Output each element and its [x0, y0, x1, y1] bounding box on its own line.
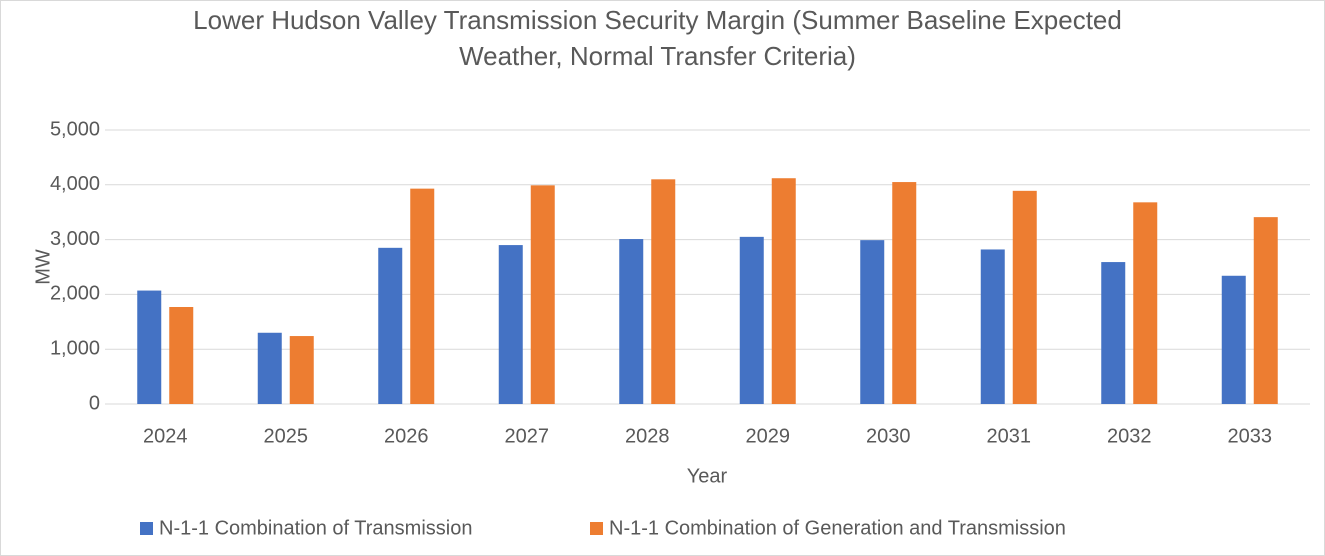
x-tick-label: 2031 — [987, 425, 1032, 447]
x-tick-label: 2030 — [866, 425, 911, 447]
bar — [771, 178, 796, 404]
x-tick-label: 2032 — [1107, 425, 1152, 447]
bar — [651, 179, 676, 404]
legend-label: N-1-1 Combination of Generation and Tran… — [609, 517, 1066, 539]
x-tick-label: 2027 — [505, 425, 550, 447]
y-tick-label: 0 — [89, 392, 100, 414]
bar — [498, 245, 523, 404]
legend-swatch — [590, 522, 603, 535]
bar — [289, 336, 314, 404]
y-tick-label: 2,000 — [50, 283, 100, 305]
bar — [378, 247, 403, 404]
x-tick-label: 2028 — [625, 425, 670, 447]
bar — [892, 182, 917, 404]
legend-swatch — [140, 522, 153, 535]
bar — [1133, 202, 1158, 404]
x-axis-label: Year — [687, 465, 728, 487]
bar — [739, 236, 764, 404]
bar — [410, 188, 435, 404]
x-tick-label: 2024 — [143, 425, 188, 447]
bar — [1221, 275, 1246, 404]
y-tick-label: 1,000 — [50, 337, 100, 359]
bar — [137, 290, 162, 404]
y-axis-label: MW — [32, 249, 54, 285]
bar — [1253, 217, 1278, 404]
x-tick-label: 2026 — [384, 425, 429, 447]
bar — [257, 332, 282, 404]
bar — [530, 185, 555, 404]
y-tick-label: 5,000 — [50, 118, 100, 140]
y-tick-label: 3,000 — [50, 228, 100, 250]
y-tick-label: 4,000 — [50, 173, 100, 195]
legend-label: N-1-1 Combination of Transmission — [159, 517, 472, 539]
x-tick-label: 2025 — [264, 425, 309, 447]
bar — [1101, 262, 1126, 404]
bar — [619, 239, 644, 404]
x-tick-label: 2029 — [746, 425, 791, 447]
bar — [169, 307, 194, 404]
chart-title: Lower Hudson Valley Transmission Securit… — [193, 5, 1122, 71]
bar — [860, 240, 885, 404]
x-tick-label: 2033 — [1228, 425, 1273, 447]
bar — [980, 249, 1005, 404]
bar — [1012, 190, 1037, 404]
